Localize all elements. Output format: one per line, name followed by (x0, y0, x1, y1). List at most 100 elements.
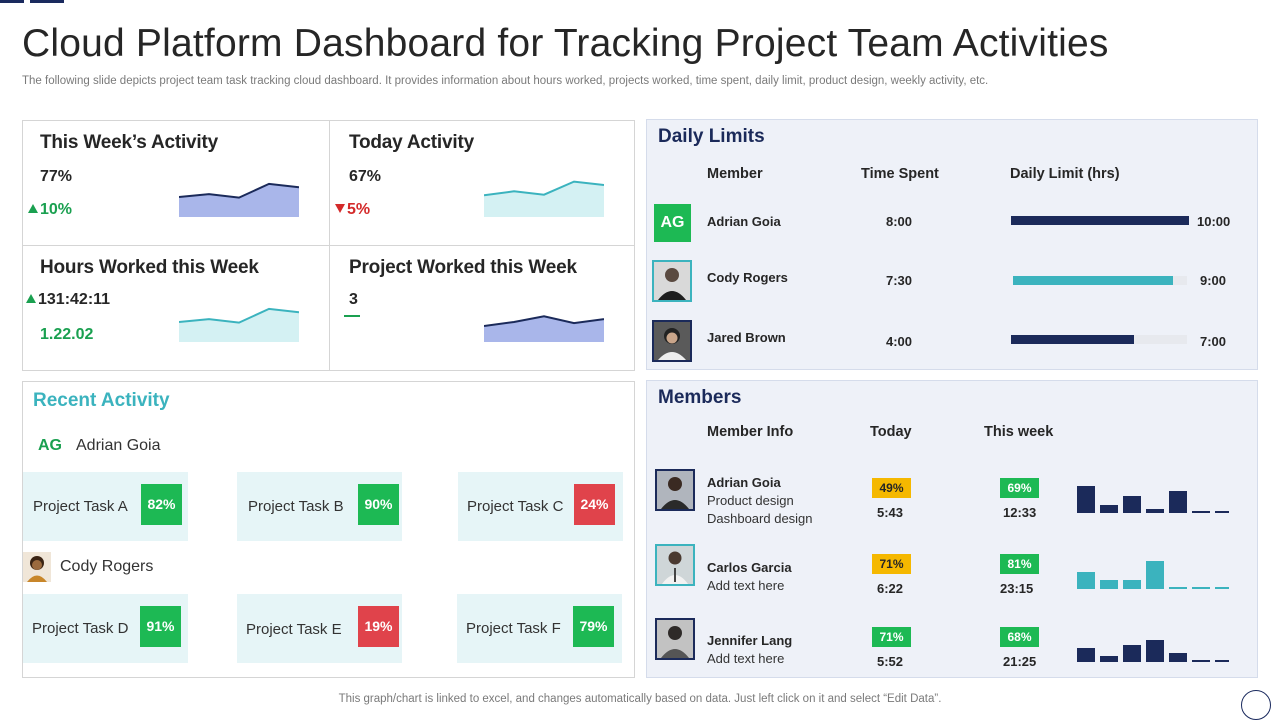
daily-limit-value: 9:00 (1200, 273, 1227, 288)
kpi-value: 77% (40, 168, 73, 185)
task-label: Project Task E (246, 621, 342, 638)
member-name: Jennifer Lang (707, 633, 793, 648)
kpi-hours-worked: Hours Worked this Week 131:42:11 1.22.02 (23, 246, 328, 370)
members-panel: Members Member Info Today This week Adri… (646, 380, 1258, 678)
kpi-value: 3 (349, 291, 358, 308)
weekly-bar (1077, 486, 1095, 513)
person-name: Cody Rogers (60, 558, 154, 575)
daily-limit-value: 7:00 (1200, 334, 1227, 349)
limit-bar-track (1011, 216, 1189, 225)
task-card[interactable]: Project Task B 90% (237, 472, 402, 541)
weekly-bar (1123, 580, 1141, 589)
limit-bar-track (1013, 276, 1187, 285)
weekly-bar (1077, 572, 1095, 589)
daily-limits-panel: Daily Limits Member Time Spent Daily Lim… (646, 119, 1258, 370)
task-card[interactable]: Project Task A 82% (23, 472, 188, 541)
weekly-bar (1100, 580, 1118, 589)
sparkline-chart (179, 182, 299, 217)
avatar (652, 320, 692, 362)
limit-bar-fill (1011, 216, 1189, 225)
avatar (655, 544, 695, 586)
sparkline-area (179, 183, 299, 217)
sparkline-chart (484, 315, 604, 342)
kpi-underline (344, 315, 360, 317)
recent-activity-title: Recent Activity (33, 390, 170, 411)
week-time: 12:33 (1003, 505, 1037, 520)
up-arrow-icon (26, 294, 36, 303)
column-header-this-week: This week (984, 424, 1054, 440)
today-time: 5:52 (877, 654, 904, 669)
column-header-today: Today (870, 424, 912, 440)
time-spent: 7:30 (886, 273, 913, 288)
avatar (652, 260, 692, 302)
corner-circle-icon (1241, 690, 1271, 720)
weekly-bar (1123, 496, 1141, 513)
task-label: Project Task D (32, 620, 129, 637)
week-percent-badge: 81% (1000, 554, 1039, 574)
sparkline-line (484, 180, 604, 197)
week-percent-badge: 69% (1000, 478, 1039, 498)
avatar (655, 469, 695, 511)
kpi-change: 1.22.02 (40, 326, 94, 343)
limit-bar-track (1011, 335, 1187, 344)
weekly-bar-chart (1077, 561, 1229, 589)
weekly-bar (1169, 587, 1187, 589)
daily-limits-title: Daily Limits (658, 126, 765, 147)
week-time: 23:15 (1000, 581, 1034, 596)
sparkline-area (484, 181, 604, 217)
weekly-bar (1146, 509, 1164, 513)
avatar-initials: AG (38, 437, 62, 454)
weekly-bar-chart (1077, 486, 1229, 513)
weekly-bar (1169, 653, 1187, 662)
task-percent-badge: 90% (358, 484, 399, 525)
weekly-bar (1215, 511, 1229, 513)
sparkline-line (179, 307, 299, 324)
member-detail: Dashboard design (707, 511, 813, 526)
footer-note: This graph/chart is linked to excel, and… (338, 693, 942, 705)
member-name: Carlos Garcia (707, 560, 792, 575)
week-time: 21:25 (1003, 654, 1037, 669)
task-card[interactable]: Project Task E 19% (237, 594, 402, 663)
task-card[interactable]: Project Task C 24% (458, 472, 623, 541)
weekly-bar-chart (1077, 640, 1229, 662)
weekly-bar (1192, 587, 1210, 589)
daily-limit-value: 10:00 (1197, 214, 1231, 229)
task-percent-badge: 79% (573, 606, 614, 647)
weekly-bar (1192, 511, 1210, 513)
kpi-week-activity: This Week’s Activity 77% 10% (23, 121, 328, 245)
weekly-bar (1100, 656, 1118, 662)
column-header-member-info: Member Info (707, 424, 794, 440)
today-time: 5:43 (877, 505, 904, 520)
kpi-change: 10% (28, 201, 72, 219)
task-percent-badge: 82% (141, 484, 182, 525)
task-label: Project Task C (467, 498, 564, 515)
corner-decoration (0, 0, 64, 3)
week-percent-badge: 68% (1000, 627, 1039, 647)
task-card[interactable]: Project Task D 91% (23, 594, 188, 663)
sparkline-area (484, 316, 604, 342)
task-label: Project Task B (248, 498, 344, 515)
kpi-today-activity: Today Activity 67% 5% (330, 121, 635, 245)
recent-person: AG Adrian Goia (23, 437, 161, 455)
weekly-bar (1192, 660, 1210, 662)
weekly-bar (1077, 648, 1095, 662)
sparkline-line (484, 315, 604, 327)
task-percent-badge: 24% (574, 484, 615, 525)
member-detail: Add text here (707, 651, 785, 666)
task-card[interactable]: Project Task F 79% (457, 594, 622, 663)
weekly-bar (1100, 505, 1118, 513)
member-name: Cody Rogers (707, 270, 788, 285)
weekly-bar (1215, 587, 1229, 589)
avatar (655, 618, 695, 660)
task-percent-badge: 91% (140, 606, 181, 647)
sparkline-chart (484, 180, 604, 217)
kpi-projects-worked: Project Worked this Week 3 (330, 246, 635, 370)
kpi-value: 67% (349, 168, 382, 185)
kpi-title: Hours Worked this Week (40, 257, 259, 278)
task-percent-badge: 19% (358, 606, 399, 647)
today-percent-badge: 49% (872, 478, 911, 498)
members-title: Members (658, 387, 742, 408)
person-name: Adrian Goia (76, 437, 161, 454)
recent-activity-panel: Recent Activity AG Adrian Goia Project T… (22, 381, 635, 678)
today-time: 6:22 (877, 581, 904, 596)
